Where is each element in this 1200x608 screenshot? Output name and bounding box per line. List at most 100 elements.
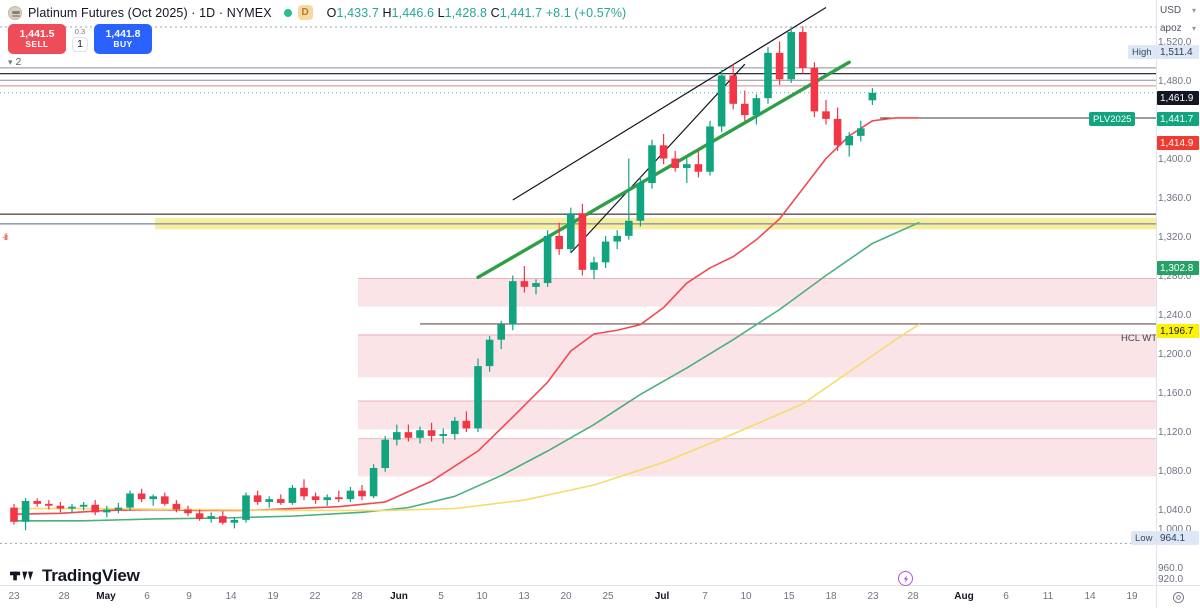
candle-body[interactable] — [172, 503, 181, 510]
candle-body[interactable] — [416, 430, 424, 438]
candle-body[interactable] — [810, 67, 819, 112]
candle-body[interactable] — [717, 75, 726, 127]
candle-body[interactable] — [21, 501, 30, 522]
candle-body[interactable] — [126, 493, 134, 508]
page-title[interactable]: Platinum Futures (Oct 2025) · 1D · NYMEX — [28, 5, 272, 20]
candle-body[interactable] — [729, 75, 737, 104]
candle-body[interactable] — [404, 432, 413, 438]
chevron-down-icon[interactable]: ▾ — [8, 56, 13, 67]
candle-body[interactable] — [659, 145, 668, 159]
candle-body[interactable] — [265, 499, 273, 502]
candle-body[interactable] — [369, 468, 378, 497]
earnings-event-marker[interactable] — [898, 571, 913, 586]
candle-body[interactable] — [822, 111, 830, 119]
candle-body[interactable] — [149, 496, 157, 500]
candle-body[interactable] — [10, 507, 18, 522]
candle-body[interactable] — [103, 509, 111, 513]
green-support-trendline[interactable] — [476, 60, 851, 280]
price-badge[interactable]: 964.1 — [1157, 531, 1199, 545]
candle-body[interactable] — [741, 103, 749, 116]
candle-body[interactable] — [497, 324, 505, 340]
candle-body[interactable] — [648, 145, 656, 184]
candle-body[interactable] — [230, 519, 239, 523]
candle-body[interactable] — [833, 118, 842, 146]
candle-body[interactable] — [91, 504, 99, 513]
plot-tag[interactable]: PLV2025 — [1089, 112, 1136, 126]
candle-body[interactable] — [694, 164, 703, 172]
candle-body[interactable] — [555, 235, 563, 250]
price-axis[interactable]: USD ▾ apoz ▾ 1,520.01,480.01,440.01,400.… — [1156, 0, 1200, 585]
candle-body[interactable] — [300, 487, 308, 497]
plot-tag[interactable]: HCL WT — [1121, 332, 1158, 344]
plot-tag[interactable]: High — [1128, 45, 1156, 59]
candle-body[interactable] — [137, 493, 146, 500]
candle-body[interactable] — [114, 507, 123, 510]
unit-selector[interactable]: apoz ▾ — [1158, 20, 1198, 37]
candle-body[interactable] — [799, 32, 807, 68]
plot-tag[interactable]: Low — [1131, 531, 1157, 545]
candle-body[interactable] — [219, 516, 227, 523]
candle-body[interactable] — [288, 487, 297, 503]
candle-body[interactable] — [764, 52, 772, 99]
candle-body[interactable] — [56, 505, 65, 509]
candle-body[interactable] — [393, 432, 401, 440]
buy-button[interactable]: 1,441.8 BUY — [94, 24, 152, 54]
price-badge[interactable]: 1,302.8 — [1157, 261, 1199, 275]
candle-body[interactable] — [184, 509, 192, 514]
candle-body[interactable] — [857, 128, 865, 136]
candle-body[interactable] — [68, 506, 76, 509]
candle-body[interactable] — [253, 495, 262, 502]
candle-body[interactable] — [323, 497, 331, 501]
candle-body[interactable] — [683, 164, 691, 168]
candle-body[interactable] — [543, 235, 552, 284]
candle-body[interactable] — [79, 504, 88, 507]
candle-body[interactable] — [868, 92, 877, 101]
candle-body[interactable] — [439, 434, 447, 436]
candle-body[interactable] — [509, 281, 517, 325]
indicator-collapse-row[interactable]: ▾ 2 — [8, 56, 21, 68]
price-badge[interactable]: 1,441.7 — [1157, 112, 1199, 126]
candle-body[interactable] — [775, 52, 784, 80]
chart-settings-button[interactable] — [1156, 586, 1200, 608]
price-badge[interactable]: 1,511.4 — [1157, 45, 1199, 59]
candle-body[interactable] — [207, 516, 215, 519]
mid-trendline[interactable] — [570, 63, 746, 254]
candle-body[interactable] — [381, 439, 389, 468]
candle-body[interactable] — [787, 32, 795, 80]
candle-body[interactable] — [462, 420, 471, 429]
candle-body[interactable] — [590, 262, 598, 270]
price-badge[interactable]: 1,414.9 — [1157, 136, 1199, 150]
candle-body[interactable] — [358, 490, 366, 497]
candle-body[interactable] — [474, 366, 482, 429]
chart-plot-area[interactable] — [0, 0, 1156, 585]
candle-body[interactable] — [161, 496, 169, 504]
upper-trendline[interactable] — [512, 7, 827, 201]
candle-body[interactable] — [335, 497, 343, 500]
candle-body[interactable] — [451, 420, 459, 435]
candle-body[interactable] — [195, 513, 204, 519]
time-axis[interactable]: 23 28 May 6 9 14 19 22 28 Jun 5 10 13 20 25 Jul 7 10 15 18 2… — [0, 585, 1200, 608]
candle-body[interactable] — [578, 213, 587, 270]
candle-body[interactable] — [625, 220, 633, 236]
candle-body[interactable] — [277, 499, 285, 503]
candle-body[interactable] — [45, 503, 53, 506]
candle-body[interactable] — [752, 98, 761, 116]
tradingview-brand[interactable]: TradingView — [10, 566, 140, 586]
price-badge[interactable]: 1,196.7 — [1157, 324, 1199, 338]
candle-body[interactable] — [485, 339, 494, 367]
candle-body[interactable] — [601, 241, 610, 263]
candle-body[interactable] — [845, 135, 853, 146]
interval-badge[interactable]: D — [297, 5, 313, 20]
candle-body[interactable] — [242, 495, 250, 520]
candle-body[interactable] — [427, 430, 436, 436]
candle-body[interactable] — [567, 213, 575, 250]
candle-body[interactable] — [311, 496, 320, 501]
candle-body[interactable] — [33, 501, 41, 504]
candle-body[interactable] — [520, 281, 529, 287]
candle-body[interactable] — [613, 235, 621, 242]
sell-button[interactable]: 1,441.5 SELL — [8, 24, 66, 54]
moving-average-line[interactable] — [13, 323, 920, 512]
price-badge[interactable]: 1,461.9 — [1157, 91, 1199, 105]
candle-body[interactable] — [671, 158, 679, 168]
quantity-input[interactable]: 1 — [72, 36, 88, 52]
